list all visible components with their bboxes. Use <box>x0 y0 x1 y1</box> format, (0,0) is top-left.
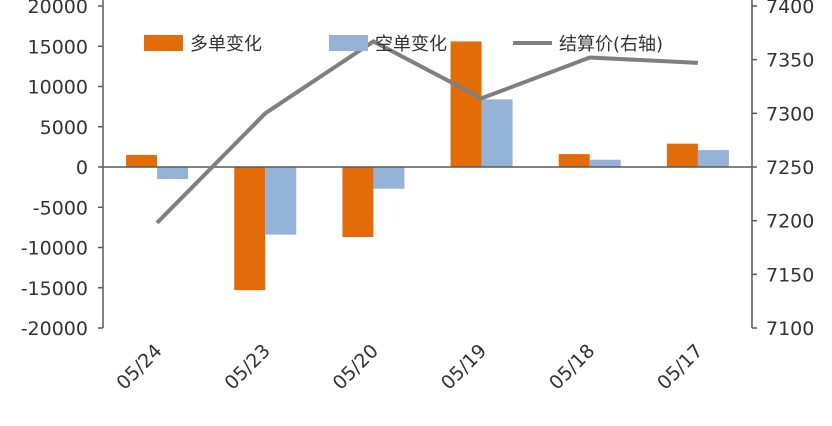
bar <box>265 167 297 235</box>
bar <box>481 99 513 167</box>
y-left-tick-label: 0 <box>76 157 88 179</box>
y-right-tick-label: 7300 <box>766 103 814 125</box>
bar <box>373 167 405 189</box>
y-left-tick-label: -10000 <box>21 238 88 260</box>
axes-layer: -20000 -15000 -10000 -5000 0 5000 10000 15000 20… <box>21 0 814 394</box>
line-layer <box>155 39 699 225</box>
y-left-tick-label: -15000 <box>21 278 88 300</box>
legend-label-short-change: 空单变化 <box>375 34 447 55</box>
legend: 多单变化 空单变化 结算价(右轴) <box>144 34 663 55</box>
bar <box>697 150 729 167</box>
x-category-label: 05/24 <box>112 340 166 394</box>
x-category-label: 05/23 <box>221 340 275 394</box>
y-left-tick-label: -5000 <box>33 197 88 219</box>
y-right-tick-label: 7350 <box>766 50 814 72</box>
legend-swatch-short-change <box>329 35 368 51</box>
y-right-tick-label: 7150 <box>766 264 814 286</box>
legend-swatch-long-change <box>144 35 183 51</box>
bar <box>450 41 482 167</box>
bar <box>157 167 189 180</box>
x-category-label: 05/20 <box>329 340 383 394</box>
x-category-label: 05/19 <box>437 340 491 394</box>
bar <box>589 159 621 167</box>
series-line-settlement-price <box>155 39 699 225</box>
y-right-tick-label: 7100 <box>766 318 814 340</box>
y-left-tick-label: 5000 <box>40 117 88 139</box>
x-category-label: 05/17 <box>653 340 707 394</box>
bar <box>558 154 590 167</box>
y-right-tick-label: 7200 <box>766 211 814 233</box>
legend-label-settlement-price: 结算价(右轴) <box>559 34 663 55</box>
y-right-tick-label: 7400 <box>766 0 814 18</box>
y-right-tick-label: 7250 <box>766 157 814 179</box>
bar <box>666 143 698 167</box>
y-left-tick-label: 15000 <box>28 36 88 58</box>
bar <box>342 167 374 238</box>
y-left-tick-label: 20000 <box>28 0 88 18</box>
y-left-tick-label: 10000 <box>28 77 88 99</box>
bars-layer <box>126 41 729 291</box>
x-category-label: 05/18 <box>545 340 599 394</box>
y-left-tick-label: -20000 <box>21 318 88 340</box>
bar <box>234 167 266 291</box>
legend-label-long-change: 多单变化 <box>190 34 262 55</box>
bar <box>126 154 158 167</box>
